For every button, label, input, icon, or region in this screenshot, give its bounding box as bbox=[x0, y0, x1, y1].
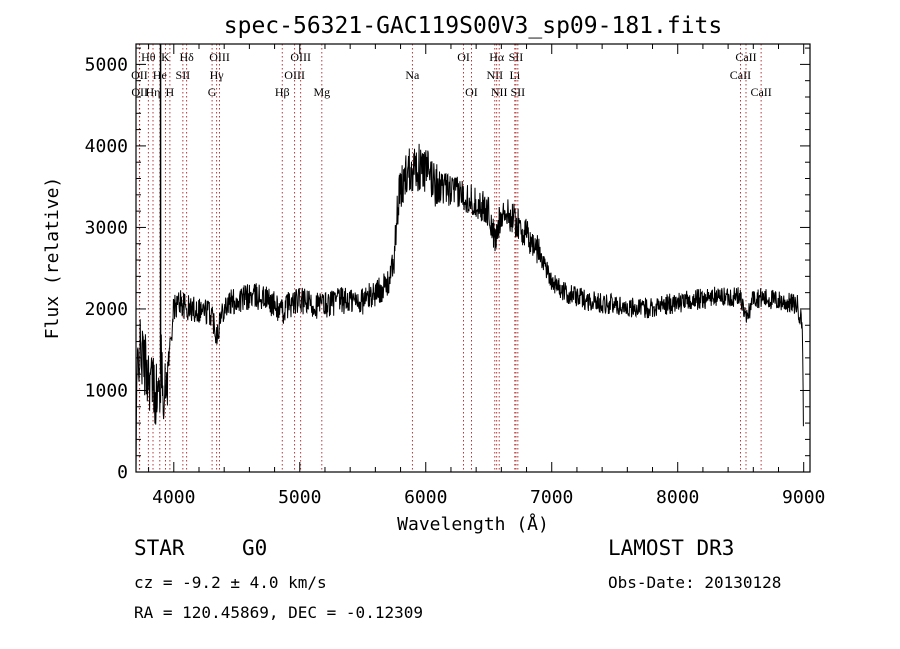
spectral-line-label: Mg bbox=[313, 85, 330, 99]
x-axis-label: Wavelength (Å) bbox=[397, 513, 549, 535]
y-tick-label: 0 bbox=[117, 462, 128, 483]
spectral-line-label: CaII bbox=[735, 50, 756, 64]
sky-coordinates: RA = 120.45869, DEC = -0.12309 bbox=[134, 603, 423, 622]
spectral-line-label: OIII bbox=[290, 50, 311, 64]
y-tick-label: 1000 bbox=[85, 380, 128, 401]
spectral-line-label: Na bbox=[405, 68, 420, 82]
y-tick-label: 4000 bbox=[85, 136, 128, 157]
spectral-line-label: Hβ bbox=[275, 85, 290, 99]
spectral-line-label: SII bbox=[509, 50, 524, 64]
x-tick-label: 4000 bbox=[152, 487, 195, 508]
spectral-line-label: SII bbox=[176, 68, 191, 82]
spectral-line-label: OI bbox=[465, 85, 478, 99]
spectral-line-label: G bbox=[208, 85, 217, 99]
spectral-line-label: K bbox=[161, 50, 170, 64]
object-subclass: G0 bbox=[242, 536, 268, 560]
spectral-line-label: OI bbox=[457, 50, 470, 64]
spectral-line-label: Li bbox=[509, 68, 520, 82]
spectral-line-label: CaII bbox=[750, 85, 771, 99]
x-tick-label: 5000 bbox=[278, 487, 321, 508]
spectral-line-label: OIII bbox=[284, 68, 305, 82]
spectral-line-label: Hα bbox=[489, 50, 505, 64]
chart-title: spec-56321-GAC119S00V3_sp09-181.fits bbox=[224, 13, 723, 39]
y-axis-label: Flux (relative) bbox=[42, 177, 63, 340]
redshift-cz: cz = -9.2 ± 4.0 km/s bbox=[134, 573, 327, 592]
y-tick-label: 2000 bbox=[85, 299, 128, 320]
spectral-line-label: Hδ bbox=[179, 50, 194, 64]
y-tick-label: 5000 bbox=[85, 54, 128, 75]
spectral-line-label: OIII bbox=[209, 50, 230, 64]
plot-frame bbox=[135, 43, 811, 473]
spectral-line-label: H bbox=[166, 85, 175, 99]
flux-spectrum-line bbox=[135, 143, 804, 473]
spectral-line-label: Hη bbox=[146, 85, 161, 99]
x-tick-label: 6000 bbox=[404, 487, 447, 508]
x-tick-label: 7000 bbox=[530, 487, 573, 508]
spectral-line-label: OII bbox=[131, 68, 148, 82]
spectral-line-label: He bbox=[153, 68, 167, 82]
survey-name: LAMOST DR3 bbox=[608, 536, 735, 560]
spectral-line-label: CaII bbox=[730, 68, 751, 82]
observation-date: Obs-Date: 20130128 bbox=[608, 573, 782, 592]
spectral-line-label: NII bbox=[491, 85, 508, 99]
spectral-line-label: Hθ bbox=[141, 50, 156, 64]
x-tick-label: 8000 bbox=[656, 487, 699, 508]
spectral-line-label: Hγ bbox=[210, 68, 225, 82]
spectral-line-label: NII bbox=[486, 68, 503, 82]
y-tick-label: 3000 bbox=[85, 217, 128, 238]
x-tick-label: 9000 bbox=[782, 487, 825, 508]
object-class: STAR bbox=[134, 536, 185, 560]
spectral-line-label: SII bbox=[511, 85, 526, 99]
